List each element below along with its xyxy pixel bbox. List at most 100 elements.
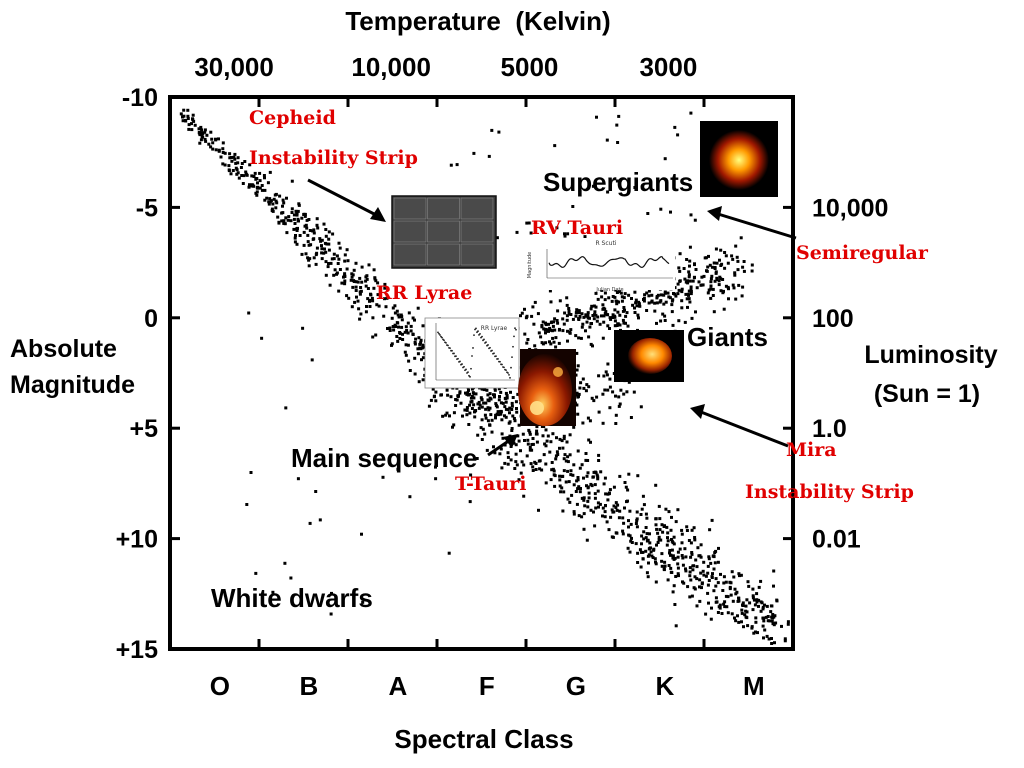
star-point — [672, 584, 676, 588]
star-point — [654, 562, 658, 566]
star-point — [596, 315, 600, 319]
luminosity-tick-3: 0.01 — [812, 526, 861, 554]
star-point — [477, 400, 481, 404]
star-point — [699, 555, 703, 559]
star-point — [434, 477, 438, 481]
star-point — [338, 268, 342, 271]
star-point — [572, 510, 576, 514]
star-point — [709, 284, 713, 288]
star-point — [184, 119, 188, 123]
star-point — [366, 297, 370, 301]
star-point — [757, 598, 761, 602]
star-point — [685, 529, 689, 532]
star-point — [689, 285, 693, 289]
star-point — [544, 341, 548, 345]
y-axis-label-line1: Absolute — [10, 335, 117, 363]
star-point — [582, 386, 586, 390]
star-point — [742, 269, 746, 273]
star-point — [657, 504, 661, 508]
star-point — [688, 245, 692, 249]
star-point — [632, 390, 636, 394]
star-point — [577, 394, 580, 398]
supergiant-star-image — [700, 121, 778, 197]
star-point — [628, 550, 632, 554]
star-point — [497, 398, 501, 402]
star-point — [308, 521, 312, 525]
star-point — [713, 266, 717, 269]
star-point — [636, 561, 640, 564]
star-point — [614, 506, 618, 509]
star-point — [759, 579, 763, 583]
star-point — [707, 601, 710, 605]
star-point — [680, 541, 684, 545]
star-point — [514, 443, 518, 447]
star-point — [741, 285, 745, 289]
star-point — [209, 145, 213, 149]
star-point — [200, 135, 204, 138]
star-point — [627, 380, 631, 384]
star-point — [595, 115, 598, 119]
star-point — [736, 268, 740, 272]
star-point — [343, 259, 347, 263]
star-point — [674, 294, 678, 298]
star-point — [606, 190, 610, 194]
star-point — [672, 535, 676, 539]
star-point — [276, 215, 280, 219]
star-point — [693, 538, 697, 542]
star-point — [346, 259, 350, 263]
star-point — [636, 313, 640, 317]
star-point — [243, 160, 247, 163]
star-point — [617, 395, 621, 399]
star-points — [179, 108, 790, 645]
star-point — [396, 339, 400, 343]
star-point — [626, 488, 630, 492]
star-point — [377, 304, 381, 308]
star-point — [247, 311, 251, 315]
temperature-tick-2: 5000 — [501, 52, 559, 82]
star-point — [630, 536, 633, 540]
star-point — [295, 227, 298, 231]
star-point — [581, 421, 585, 425]
star-point — [549, 321, 553, 325]
star-point — [771, 613, 775, 616]
star-point — [642, 298, 645, 301]
star-point — [312, 256, 316, 260]
star-point — [268, 200, 272, 204]
star-point — [516, 434, 520, 438]
star-point — [427, 404, 431, 408]
star-point — [234, 161, 238, 165]
star-point — [421, 378, 425, 382]
star-point — [337, 289, 341, 293]
star-point — [678, 252, 682, 256]
star-point — [690, 528, 694, 532]
star-point — [660, 564, 664, 568]
star-point — [762, 616, 766, 620]
star-point — [384, 305, 388, 309]
star-point — [564, 459, 568, 463]
luminosity-tick-0: 10,000 — [812, 194, 888, 222]
star-point — [227, 164, 231, 168]
star-point — [320, 244, 323, 248]
star-point — [496, 410, 500, 414]
star-point — [292, 217, 296, 221]
star-point — [326, 265, 330, 269]
star-point — [228, 152, 232, 156]
star-point — [360, 532, 363, 536]
star-point — [550, 461, 554, 464]
star-point — [611, 390, 615, 394]
star-point — [637, 316, 640, 320]
star-point — [282, 221, 286, 225]
star-point — [396, 313, 400, 317]
star-point — [417, 336, 421, 340]
star-point — [477, 406, 481, 410]
star-point — [691, 279, 695, 283]
star-point — [695, 604, 699, 608]
star-point — [740, 620, 743, 624]
star-point — [290, 211, 294, 214]
star-point — [612, 510, 616, 514]
star-point — [694, 310, 697, 314]
star-point — [759, 600, 763, 604]
star-point — [468, 500, 472, 504]
star-point — [615, 291, 619, 294]
star-point — [656, 541, 660, 544]
